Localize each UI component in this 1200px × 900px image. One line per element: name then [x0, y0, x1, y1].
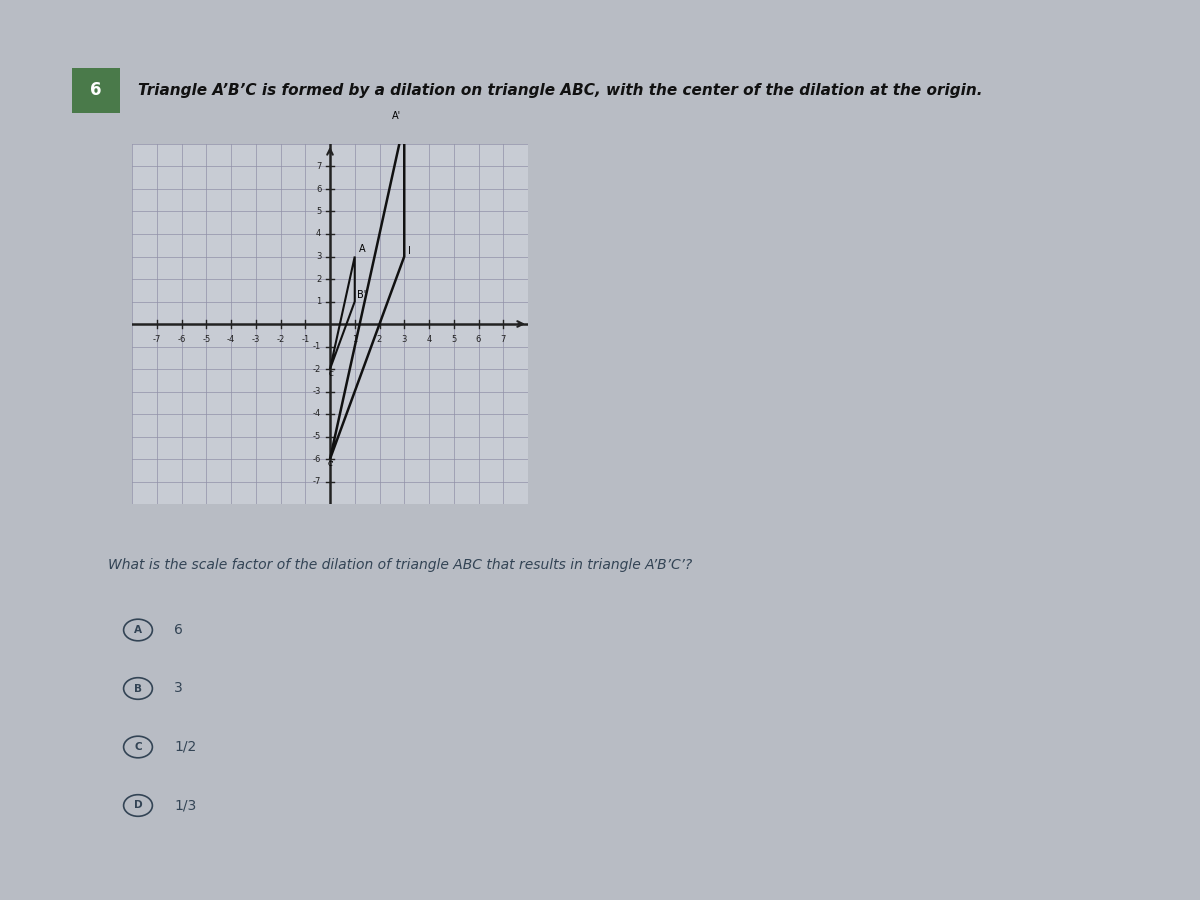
Text: B': B': [358, 290, 366, 300]
Text: What is the scale factor of the dilation of triangle ABC that results in triangl: What is the scale factor of the dilation…: [108, 558, 692, 572]
Text: 6: 6: [174, 623, 182, 637]
Text: 4: 4: [426, 336, 432, 344]
Text: I: I: [408, 247, 410, 256]
Text: -7: -7: [313, 477, 322, 486]
Text: -3: -3: [252, 336, 260, 344]
Text: D: D: [133, 800, 143, 811]
Text: -1: -1: [313, 342, 322, 351]
Text: -1: -1: [301, 336, 310, 344]
Text: C': C': [328, 461, 334, 467]
Text: 1/3: 1/3: [174, 798, 197, 813]
Text: A: A: [134, 625, 142, 635]
Text: -6: -6: [178, 336, 186, 344]
Text: 7: 7: [316, 162, 322, 171]
Text: 2: 2: [377, 336, 382, 344]
Text: -6: -6: [313, 454, 322, 464]
Text: -7: -7: [152, 336, 161, 344]
Text: 1: 1: [316, 297, 322, 306]
Text: -2: -2: [313, 364, 322, 373]
Text: 6: 6: [90, 81, 102, 99]
Text: 1: 1: [352, 336, 358, 344]
Text: 1/2: 1/2: [174, 740, 197, 754]
Text: 3: 3: [174, 681, 182, 696]
Text: 3: 3: [402, 336, 407, 344]
Text: B: B: [134, 683, 142, 694]
Text: -2: -2: [276, 336, 284, 344]
Text: A: A: [359, 244, 365, 254]
Text: -4: -4: [313, 410, 322, 418]
Text: C: C: [329, 371, 334, 377]
Text: 5: 5: [451, 336, 456, 344]
Text: 6: 6: [316, 184, 322, 194]
Text: -3: -3: [313, 387, 322, 396]
Text: A': A': [392, 112, 401, 122]
Text: 4: 4: [316, 230, 322, 238]
Text: C: C: [134, 742, 142, 752]
Text: 5: 5: [316, 207, 322, 216]
Text: -5: -5: [202, 336, 210, 344]
Text: 3: 3: [316, 252, 322, 261]
Text: 6: 6: [476, 336, 481, 344]
Text: Triangle A’B’C is formed by a dilation on triangle ABC, with the center of the d: Triangle A’B’C is formed by a dilation o…: [138, 83, 983, 97]
Text: 2: 2: [316, 274, 322, 284]
Text: 7: 7: [500, 336, 506, 344]
Text: -5: -5: [313, 432, 322, 441]
Text: -4: -4: [227, 336, 235, 344]
